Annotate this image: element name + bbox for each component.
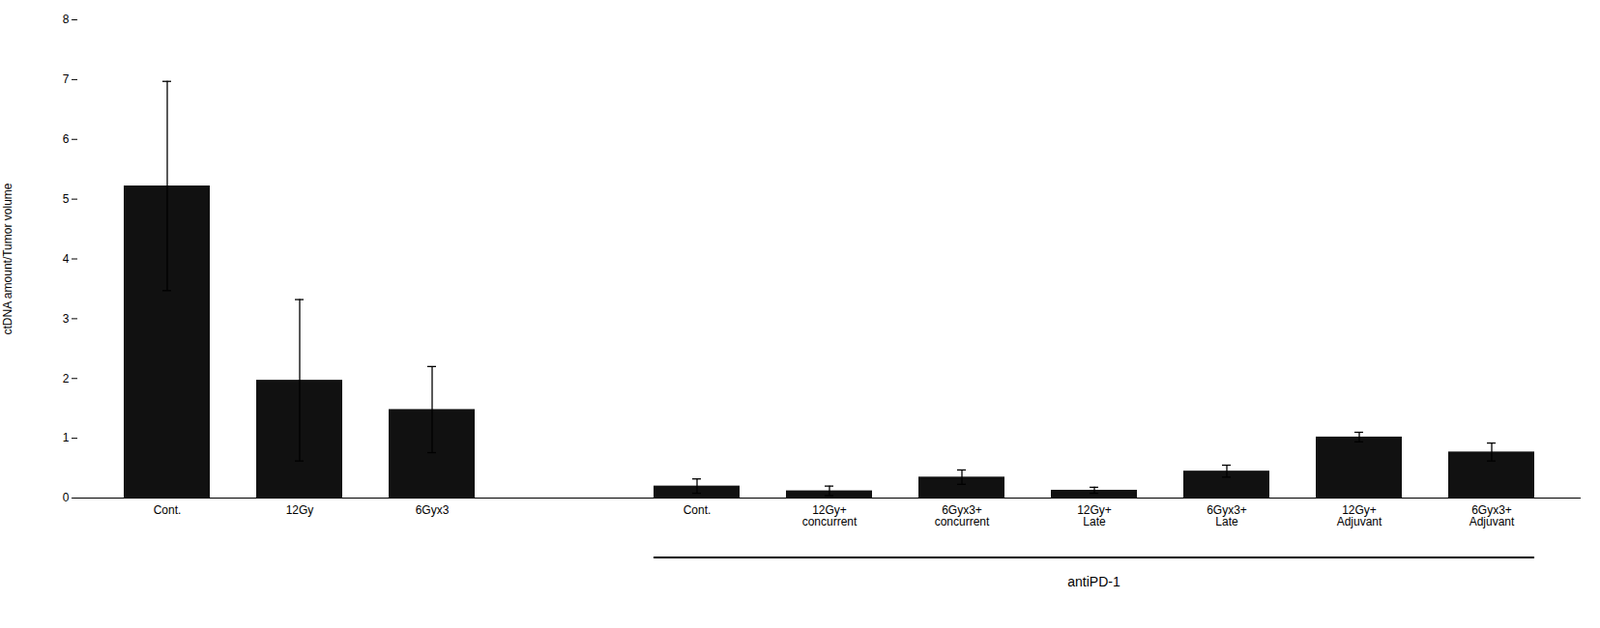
svg-text:12Gy+concurrent: 12Gy+concurrent — [802, 503, 858, 529]
svg-text:3: 3 — [62, 312, 70, 326]
svg-text:Cont.: Cont. — [683, 503, 712, 518]
svg-text:2: 2 — [62, 372, 70, 386]
svg-text:7: 7 — [62, 72, 70, 87]
svg-text:6: 6 — [62, 132, 70, 146]
svg-text:Cont.: Cont. — [153, 503, 182, 518]
svg-text:6Gyx3+concurrent: 6Gyx3+concurrent — [934, 503, 990, 529]
svg-text:12Gy+Late: 12Gy+Late — [1076, 503, 1112, 529]
svg-text:ctDNA amount/Tumor volume: ctDNA amount/Tumor volume — [0, 182, 15, 335]
svg-text:antiPD-1: antiPD-1 — [1067, 574, 1121, 590]
svg-text:1: 1 — [62, 431, 70, 445]
svg-text:0: 0 — [62, 491, 70, 505]
svg-text:6Gyx3+Late: 6Gyx3+Late — [1206, 503, 1248, 529]
svg-text:4: 4 — [62, 252, 70, 266]
svg-text:12Gy: 12Gy — [286, 503, 315, 518]
svg-text:12Gy+Adjuvant: 12Gy+Adjuvant — [1337, 503, 1383, 529]
svg-text:8: 8 — [62, 12, 70, 27]
svg-text:6Gyx3+Adjuvant: 6Gyx3+Adjuvant — [1469, 503, 1515, 529]
svg-text:5: 5 — [62, 192, 70, 206]
svg-text:6Gyx3: 6Gyx3 — [415, 503, 450, 518]
